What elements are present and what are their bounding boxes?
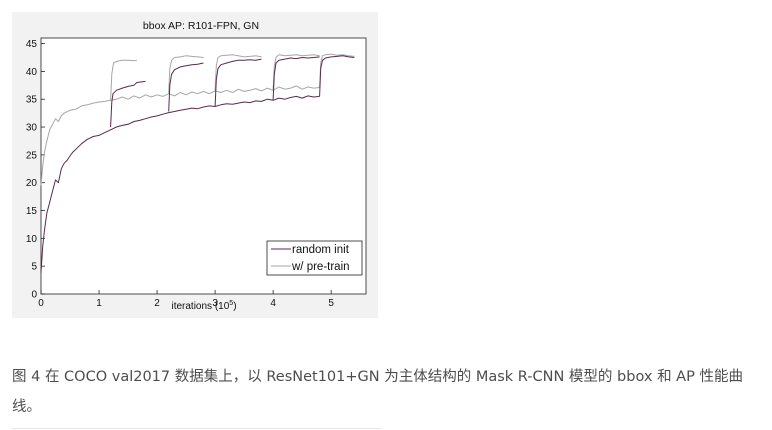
legend-box xyxy=(266,240,363,276)
y-tick-label: 15 xyxy=(26,206,38,217)
x-tick-label: 4 xyxy=(270,298,276,309)
series-line-w-pre-train-segment-1 xyxy=(110,59,137,101)
x-axis-label: iterations (105) xyxy=(171,300,236,312)
series-line-random-init-segment-2 xyxy=(168,62,204,112)
y-tick-label: 30 xyxy=(26,123,38,134)
x-tick-label: 0 xyxy=(38,298,44,309)
series-line-w-pre-train-segment-2 xyxy=(168,55,204,94)
y-tick-label: 35 xyxy=(26,95,38,106)
figure-caption: 图 4 在 COCO val2017 数据集上，以 ResNet101+GN 为… xyxy=(12,369,743,415)
line-chart: bbox AP: R101-FPN, GN 051015202530354045… xyxy=(26,20,367,312)
x-tick-label: 1 xyxy=(96,298,102,309)
x-tick-label: 5 xyxy=(328,298,334,309)
series-line-random-init-segment-5 xyxy=(319,55,355,97)
chart-title: bbox AP: R101-FPN, GN xyxy=(143,20,259,32)
y-tick-label: 25 xyxy=(26,150,38,161)
series-line-w-pre-train-segment-4 xyxy=(272,54,320,91)
legend-label-pre-train: w/ pre-train xyxy=(291,261,350,273)
series-layer xyxy=(40,53,355,273)
y-tick-label: 45 xyxy=(26,39,38,50)
x-tick-label: 3 xyxy=(212,298,218,309)
y-tick-label: 40 xyxy=(26,67,38,78)
y-tick-label: 10 xyxy=(26,234,38,245)
series-line-w-pre-train-segment-5 xyxy=(319,53,355,88)
legend: random init w/ pre-train xyxy=(266,240,363,276)
y-tick-label: 5 xyxy=(31,262,37,273)
series-line-random-init-segment-3 xyxy=(214,58,262,107)
series-line-w-pre-train-segment-3 xyxy=(214,54,262,91)
y-tick-label: 0 xyxy=(31,290,37,301)
series-line-random-init-segment-4 xyxy=(272,56,320,101)
series-line-random-init-segment-0 xyxy=(40,95,320,273)
series-line-random-init-segment-1 xyxy=(110,80,146,128)
legend-label-random-init: random init xyxy=(292,244,350,256)
x-axis: 0 1 2 3 4 5 xyxy=(38,290,334,309)
series-line-w-pre-train-segment-0 xyxy=(40,85,320,186)
y-tick-label: 20 xyxy=(26,178,38,189)
divider xyxy=(12,428,382,429)
x-tick-label: 2 xyxy=(154,298,160,309)
y-axis: 0 5 10 15 20 25 30 35 40 45 xyxy=(26,39,45,301)
chart-figure: bbox AP: R101-FPN, GN 0 5 10 15 20 25 30 35 40 45… xyxy=(12,12,378,318)
